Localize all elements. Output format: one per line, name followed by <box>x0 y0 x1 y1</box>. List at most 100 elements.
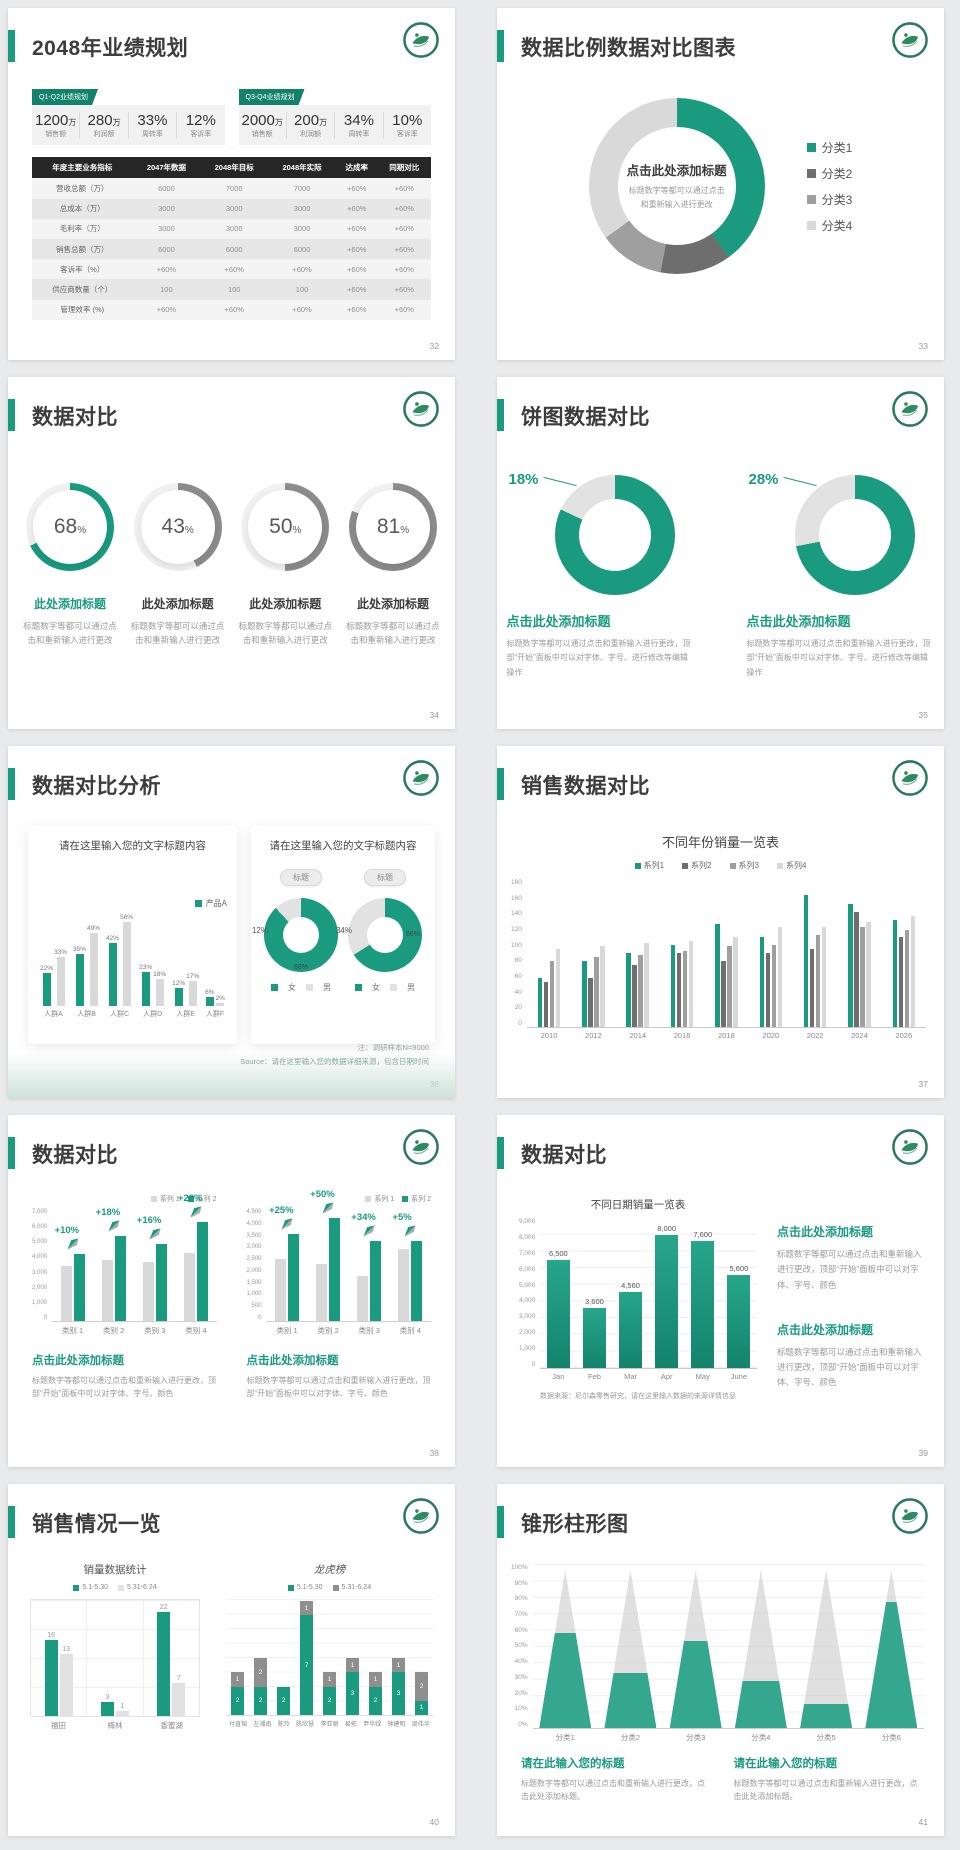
donut-chart <box>554 475 675 595</box>
slide-34-gauge-compare[interactable]: 数据对比 68% 此处添加标题 标题数字等都可以通过点击和重新输入进行更改 43% 此处… <box>8 377 455 729</box>
donut-wrap: 18% <box>509 471 675 595</box>
legend-label: 系列1 <box>643 861 665 870</box>
kpi-stat: 12% 客诉率 <box>176 112 224 140</box>
legend-item: 系列4 <box>776 860 806 871</box>
grouped-bar-chart: 22% 33% 人群A 35% 49% 人群B 42% 56% 人群C 23% 18% 人群D 12% 1… <box>36 901 229 1019</box>
bar-column: 7 <box>172 1674 186 1716</box>
legend-swatch-icon <box>287 1584 294 1591</box>
y-tick-label: 500 <box>251 1303 262 1310</box>
y-tick-label: 8,000 <box>519 1233 536 1241</box>
bar <box>691 1241 715 1368</box>
bar-gray <box>275 1258 287 1321</box>
stack-teal-segment: 3 <box>346 1672 359 1715</box>
plot-area: 16 13 3 1 22 7 <box>30 1599 200 1717</box>
bar-pair: 12% 17% <box>172 906 199 1006</box>
y-tick-label: 180 <box>511 879 522 886</box>
growth-callout: +22% <box>178 1193 203 1219</box>
kpi-band: 1200万 销售额 280万 利润额 33% 周转率 12% 客诉率 <box>32 105 225 146</box>
growth-label: +10% <box>54 1224 80 1236</box>
bar <box>765 953 770 1027</box>
slide-33-donut-ratio[interactable]: 数据比例数据对比图表 点击此处添加标题 标题数字等都可以通过点击和重新输入进行更… <box>497 8 944 360</box>
slide-39-monthly-sales[interactable]: 数据对比 不同日期销量一览表 9,000 8,000 7,000 6,000 5,000… <box>497 1115 944 1467</box>
cone-bar <box>800 1570 853 1728</box>
bar <box>815 934 821 1027</box>
slide-32-performance-plan[interactable]: 2048年业绩规划 Q1-Q2业绩规划 1200万 销售额 280万 利润额 33% 周转率… <box>8 8 455 360</box>
slide-37-sales-compare[interactable]: 销售数据对比 不同年份销量一览表 系列1 系列2 系列3 系列4 180 160 140 1… <box>497 746 944 1098</box>
table-cell: 100 <box>295 284 309 294</box>
bar-column: 5,600 <box>727 1264 751 1368</box>
slide-40-sales-overview[interactable]: 销售情况一览 销量数据统计 5.1-5.30 5.31-6.24 16 13 3 1 22 7 福… <box>8 1484 455 1836</box>
legend-label: 系列 2 <box>196 1196 217 1203</box>
legend-item: 系列 1 <box>150 1194 180 1204</box>
block-description: 标题数字等都可以通过点击和重新输入进行更改，顶部“开始”面板中可以对字体、字号、… <box>506 639 691 677</box>
bar-pair: 6% 2% <box>205 906 225 1006</box>
stack-gray-segment: 1 <box>369 1672 382 1687</box>
plot-column: 2010 2012 2014 2016 2018 2020 2022 2024 2026 <box>526 879 926 1040</box>
x-axis-labels: 类别 1 类别 2 类别 3 类别 4 <box>267 1325 431 1336</box>
x-tick-label: 福田 <box>50 1721 66 1730</box>
bar <box>733 936 738 1027</box>
caption-block: 请在此输入您的标题 标题数字等都可以通过点击和重新输入进行更改，点击此处添加标题。 <box>734 1755 921 1804</box>
category-label: 人群B <box>77 1011 96 1018</box>
callout-line <box>782 476 817 487</box>
kpi-label: 利润额 <box>93 131 115 139</box>
brand-logo-icon <box>403 1129 439 1165</box>
table-cell: +60% <box>394 284 414 294</box>
caption-title: 点击此处添加标题 <box>32 1355 124 1367</box>
bar <box>904 929 910 1027</box>
table-row: 营收总额（万） 6000 7000 7000 +60% +60% <box>32 178 431 199</box>
source-note: 数据来源：尼尔森零售研究，请在这里输入数据的来源详情信息 <box>540 1393 736 1400</box>
bar <box>727 946 732 1027</box>
bar-value-label: 7 <box>176 1674 181 1682</box>
title-accent-bar <box>8 30 15 62</box>
legend-item: 系列3 <box>729 860 759 871</box>
slide-header: 销售数据对比 <box>497 746 944 810</box>
x-tick-label: 类别 3 <box>144 1326 166 1335</box>
x-tick-label: 2020 <box>762 1031 780 1040</box>
x-axis-labels: 福田 梅林 香蜜湖 <box>30 1720 200 1731</box>
caption-description: 标题数字等都可以通过点击和重新输入进行更改，点击此处添加标题。 <box>733 1779 918 1801</box>
card-title: 请在这里输入您的文字标题内容 <box>58 840 206 852</box>
slide-38-data-compare[interactable]: 数据对比 系列 1 系列 2 7,000 6,000 5,000 4,000 3,000 2,… <box>8 1115 455 1467</box>
legend-swatch-icon <box>118 1584 125 1591</box>
stack-teal-segment: 7 <box>300 1615 313 1715</box>
y-tick-label: 140 <box>511 910 522 918</box>
card-title: 请在这里输入您的文字标题内容 <box>269 840 417 852</box>
decorative-gradient-band <box>8 1052 455 1098</box>
bar-group: +50% <box>310 1189 341 1321</box>
bar <box>721 961 726 1027</box>
page-number: 37 <box>918 1079 928 1089</box>
donut-hole <box>282 917 319 953</box>
slide-36-analysis[interactable]: 数据对比分析 请在这里输入您的文字标题内容 产品A 22% 33% 人群A 35% 49… <box>8 746 455 1098</box>
table-cell: +60% <box>394 184 414 194</box>
chart-cards: 请在这里输入您的文字标题内容 产品A 22% 33% 人群A 35% 49% 人群B 42%… <box>8 826 455 1044</box>
bar-group: 16 13 <box>31 1600 88 1716</box>
yearly-bar-chart: 180 160 140 120 100 80 60 40 20 0 2010 2012 2014 2016… <box>497 879 944 1040</box>
bar-gray <box>357 1276 369 1321</box>
legend-swatch-icon <box>194 900 202 907</box>
slide-41-cone-chart[interactable]: 锥形柱形图 100% 90% 80% 70% 60% 50% 40% 30% 20% 10% 0% 分… <box>497 1484 944 1836</box>
donut-pair-area: 18% 点击此处添加标题 标题数字等都可以通过点击和重新输入进行更改，顶部“开始”面… <box>497 471 944 680</box>
kpi-group: Q1-Q2业绩规划 1200万 销售额 280万 利润额 33% 周转率 12% 客诉率 <box>32 86 225 146</box>
bar-teal <box>196 1221 208 1321</box>
teal-slice-label: 88% <box>293 964 308 971</box>
table-cell: +60% <box>347 244 367 254</box>
y-tick-label: 100% <box>511 1564 528 1571</box>
table-cell: 3000 <box>293 224 311 234</box>
slide-35-pie-compare[interactable]: 饼图数据对比 18% 点击此处添加标题 标题数字等都可以通过点击和重新输入进行更改，… <box>497 377 944 729</box>
brand-logo-icon <box>892 760 928 796</box>
bar-value-label: 22 <box>159 1603 168 1611</box>
x-tick-label: 易拓 <box>344 1722 357 1728</box>
legend-swatch-icon <box>634 862 641 869</box>
caption-title: 点击此处添加标题 <box>777 1225 874 1239</box>
table-cell: 100 <box>227 284 241 294</box>
y-tick-label: 0 <box>43 1314 48 1321</box>
table-cell: 客诉率（%） <box>60 264 105 274</box>
table-cell: 3000 <box>293 204 311 214</box>
x-tick-label: 钟建明 <box>387 1722 406 1728</box>
